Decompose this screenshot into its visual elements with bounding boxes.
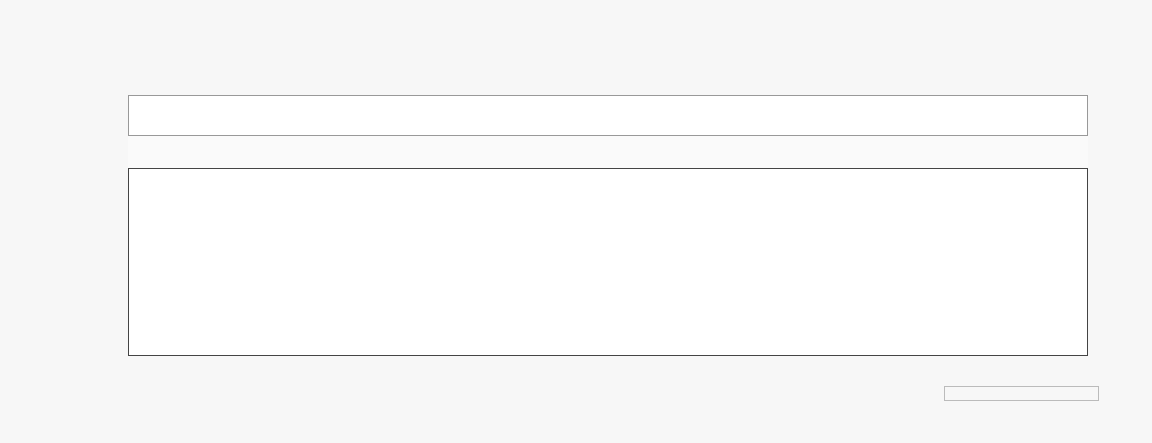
weather-icon-row: [128, 95, 1088, 136]
meteogram-plot: [128, 168, 1088, 356]
cloud-density-color-scale: [944, 386, 1099, 401]
showers-swatch: [272, 390, 314, 403]
cloud-density-scale-labels: [940, 402, 1105, 420]
legend-showers: [272, 390, 322, 403]
day-header-row: [128, 52, 1088, 94]
time-axis-ticks: [128, 358, 1088, 378]
precipitation-swatch: [134, 390, 176, 403]
legend-precipitation: [134, 390, 184, 403]
wind-barb-row: [128, 136, 1088, 168]
